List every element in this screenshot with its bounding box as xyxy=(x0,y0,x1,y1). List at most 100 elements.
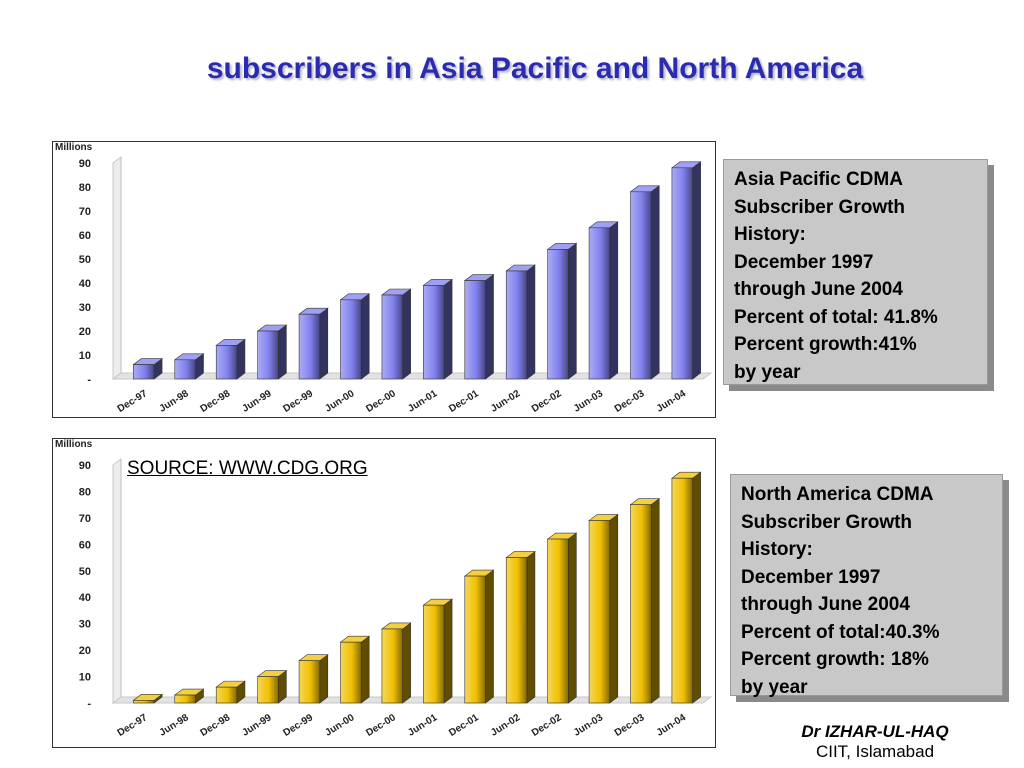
info-line: December 1997 xyxy=(734,251,874,273)
x-tick-label: Dec-00 xyxy=(364,388,398,415)
x-tick-label: Jun-01 xyxy=(406,712,440,739)
info-line: Subscriber Growth xyxy=(734,196,906,218)
chart-bar xyxy=(298,307,329,380)
x-tick-label: Jun-03 xyxy=(572,388,606,415)
info-line: through June 2004 xyxy=(741,594,910,615)
info-line: Percent of total: 41.8% xyxy=(734,306,938,328)
x-tick-label: Jun-01 xyxy=(406,388,440,415)
x-tick-label: Jun-02 xyxy=(489,388,523,415)
x-tick-label: Jun-98 xyxy=(158,712,192,739)
info-line: History: xyxy=(741,539,813,560)
author-affiliation: CIIT, Islamabad xyxy=(815,742,935,761)
y-axis-label: Millions xyxy=(55,142,93,153)
x-tick-label: Jun-03 xyxy=(572,712,606,739)
x-tick-label: Dec-00 xyxy=(364,712,398,739)
y-tick-label: 40 xyxy=(79,592,91,604)
x-tick-label: Jun-99 xyxy=(240,712,274,739)
chart-bar xyxy=(671,471,702,704)
x-tick-label: Jun-04 xyxy=(655,712,689,739)
info-line: by year xyxy=(741,676,808,698)
chart-bar xyxy=(132,693,163,704)
chart-bar xyxy=(381,288,412,380)
x-tick-label: Dec-01 xyxy=(447,388,481,415)
chart-bar xyxy=(339,635,371,704)
chart-bar xyxy=(505,264,536,380)
x-tick-label: Dec-01 xyxy=(447,712,481,739)
y-tick-label: 20 xyxy=(79,645,91,657)
chart-bar xyxy=(173,688,205,704)
x-tick-label: Dec-97 xyxy=(116,712,150,739)
chart-bar xyxy=(463,569,495,704)
y-axis-label: Millions xyxy=(55,439,93,450)
asia-pacific-info-box: Asia Pacific CDMA Subscriber Growth Hist… xyxy=(723,159,988,385)
info-line: North America CDMA xyxy=(741,484,934,505)
x-tick-label: Dec-03 xyxy=(613,712,647,739)
chart-bar xyxy=(422,278,453,380)
chart-bar xyxy=(381,622,412,704)
x-tick-label: Dec-02 xyxy=(530,388,564,415)
x-tick-label: Jun-04 xyxy=(655,388,689,415)
x-tick-label: Jun-00 xyxy=(323,388,357,415)
y-tick-label: 60 xyxy=(79,230,91,242)
y-tick-label: 70 xyxy=(79,513,91,525)
chart-bar xyxy=(215,338,246,380)
y-tick-label: - xyxy=(87,374,91,386)
chart-bar xyxy=(505,550,536,704)
author-credit: Dr IZHAR-UL-HAQ CIIT, Islamabad xyxy=(760,722,990,762)
info-line: Percent growth:41% xyxy=(734,334,917,355)
chart-bar xyxy=(629,185,661,380)
north-america-chart: Millions - 10 20 30 40 50 60 70 80 90 Dec-97 Jun-98 D… xyxy=(52,438,716,748)
chart-bar xyxy=(173,353,205,380)
chart-bar xyxy=(339,293,371,380)
y-tick-label: 80 xyxy=(79,486,91,498)
y-tick-label: 10 xyxy=(79,350,91,362)
x-tick-label: Jun-00 xyxy=(323,712,357,739)
y-tick-label: 60 xyxy=(79,539,91,551)
x-tick-label: Jun-98 xyxy=(158,388,192,415)
north-america-info-box: North America CDMA Subscriber Growth His… xyxy=(730,474,1003,698)
chart-bar xyxy=(463,274,495,380)
y-tick-label: 90 xyxy=(79,460,91,472)
info-line: Subscriber Growth xyxy=(741,511,913,533)
y-tick-label: 90 xyxy=(79,158,91,170)
y-tick-label: 30 xyxy=(79,302,91,314)
info-line: by year xyxy=(734,361,801,383)
y-tick-label: 70 xyxy=(79,206,91,218)
y-tick-label: 20 xyxy=(79,326,91,338)
info-line: Asia Pacific CDMA xyxy=(734,169,903,190)
info-line: December 1997 xyxy=(741,566,881,588)
y-tick-label: 30 xyxy=(79,619,91,631)
y-tick-label: 40 xyxy=(79,278,91,290)
chart-bar xyxy=(546,242,578,380)
info-line: through June 2004 xyxy=(734,279,903,300)
chart-bar xyxy=(256,324,288,380)
info-line: Percent growth: 18% xyxy=(741,649,929,670)
chart-bar xyxy=(588,513,619,704)
y-tick-label: 50 xyxy=(79,254,91,266)
chart-bar xyxy=(546,532,578,704)
info-line: History: xyxy=(734,224,806,245)
x-tick-label: Jun-02 xyxy=(489,712,523,739)
x-tick-label: Dec-99 xyxy=(281,712,315,739)
chart-bar xyxy=(671,161,702,380)
y-tick-label: 50 xyxy=(79,566,91,578)
chart-bar xyxy=(298,654,329,704)
x-tick-label: Dec-03 xyxy=(613,388,647,415)
y-tick-label: 80 xyxy=(79,182,91,194)
chart-bar xyxy=(588,221,619,380)
info-line: Percent of total:40.3% xyxy=(741,621,940,643)
x-tick-label: Dec-02 xyxy=(530,712,564,739)
north-america-chart-svg: Millions - 10 20 30 40 50 60 70 80 90 Dec-97 Jun-98 D… xyxy=(55,439,713,739)
author-name: Dr IZHAR-UL-HAQ xyxy=(801,722,949,741)
chart-bar xyxy=(422,598,453,704)
asia-pacific-chart: Millions - 10 20 30 40 50 60 70 80 90 Dec-97 Jun-98 D… xyxy=(52,141,716,418)
x-tick-label: Dec-98 xyxy=(199,388,233,415)
chart-bar xyxy=(132,358,163,380)
chart-bar xyxy=(215,680,246,704)
y-tick-label: 10 xyxy=(79,672,91,684)
asia-pacific-chart-svg: Millions - 10 20 30 40 50 60 70 80 90 Dec-97 Jun-98 D… xyxy=(55,142,713,415)
page-title: subscribers in Asia Pacific and North Am… xyxy=(206,52,864,85)
chart-bar xyxy=(629,498,661,704)
source-label: SOURCE: WWW.CDG.ORG xyxy=(127,458,368,479)
y-tick-label: - xyxy=(87,698,91,710)
